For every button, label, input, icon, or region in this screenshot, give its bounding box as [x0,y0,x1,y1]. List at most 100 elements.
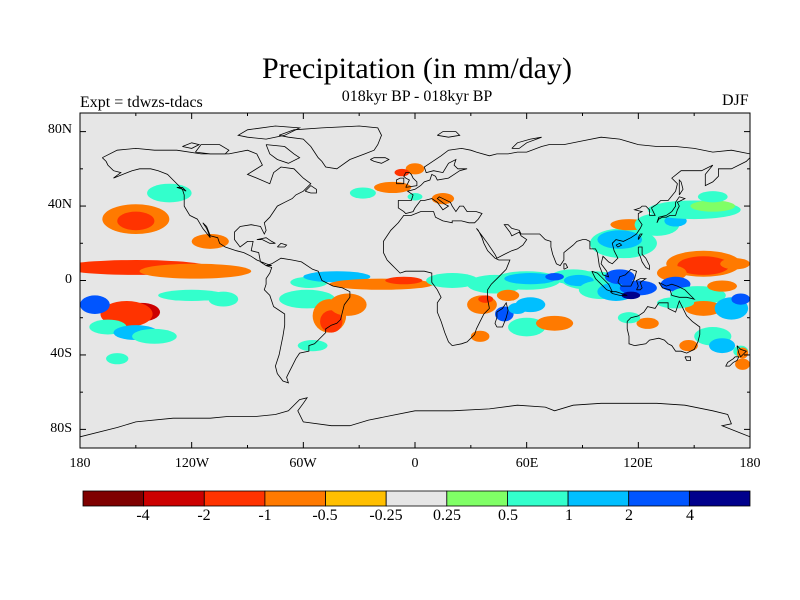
coastline-new-guinea [658,282,696,300]
coastline-japan [656,196,686,223]
lon-tick-label: 180 [739,456,761,471]
precip-anomaly-region [508,317,546,337]
colorbar-swatch [264,490,326,507]
colorbar-label: 0.5 [498,507,518,524]
colorbar-swatch [688,490,751,507]
coastline-sulawesi [636,278,648,291]
precip-anomaly-region [385,276,423,285]
precip-anomaly-region [117,211,155,231]
precip-anomaly-region [677,256,730,275]
precip-anomaly-region [208,291,239,307]
coastline-australia [626,299,701,354]
colorbar-swatch [82,490,145,507]
precip-anomaly-region [470,330,490,342]
colorbar-swatch [385,490,448,507]
colorbar-label: -0.25 [369,507,403,524]
coastline-ellesmere-island [237,125,302,140]
colorbar-label: 0.25 [433,507,461,524]
precip-anomaly-region [709,338,736,354]
coastline-tasmania [684,356,691,361]
coastline-north-america [102,147,312,266]
precip-anomaly-region [619,280,657,296]
precip-anomaly-region [504,273,557,285]
precip-anomaly-region [707,280,737,292]
colorbar-label: -1 [258,507,272,524]
coastline-philippines [637,246,650,270]
precip-anomaly-region [697,191,728,203]
precip-anomaly-region [736,347,749,359]
coastline-layer [80,125,750,438]
lat-tick-label: 80S [50,421,72,436]
lon-tick-label: 120E [623,456,653,471]
precip-anomaly-region [329,293,367,316]
coastline-hainan [615,242,623,248]
coastline-java [610,291,628,296]
lat-tick-label: 80N [47,122,72,137]
precip-anomaly-region [374,181,412,194]
coastline-south-america [263,257,351,384]
coastline-great-britain [403,172,418,188]
coastline-baffin-island [265,144,301,164]
precip-anomaly-region [679,340,698,352]
anomaly-fill-layer [80,163,750,370]
chart-title: Precipitation (in mm/day) [262,52,572,85]
coastline-vancouver-island [176,187,187,192]
precip-anomaly-region [106,353,129,365]
precip-anomaly-region [597,230,643,249]
colorbar-label: -2 [197,507,211,524]
precip-anomaly-region [720,258,750,270]
precip-anomaly-region [320,310,343,333]
axis-ticks [79,113,751,448]
chart-subtitle: 018kyr BP - 018kyr BP [341,88,493,105]
coastline-new-zealand-south [725,356,740,367]
precip-anomaly-region [735,358,750,370]
lon-tick-label: 120W [174,456,210,471]
coastline-novaya-zemlya [511,136,542,149]
lon-tick-label: 0 [411,456,419,471]
colorbar-swatch [507,490,569,507]
precip-anomaly-region [191,233,229,249]
coastline-taiwan [637,233,643,240]
precip-anomaly-region [426,273,479,288]
precip-anomaly-region [496,289,520,301]
precip-anomaly-region [515,297,546,313]
colorbar-swatch [325,490,387,507]
season-label: DJF [722,92,749,109]
precip-anomaly-region [731,293,750,305]
precip-anomaly-region [478,295,494,303]
colorbar-label: -0.5 [312,507,338,524]
precip-anomaly-region [407,193,423,201]
coastline-svalbard [437,131,461,138]
precip-anomaly-region [656,297,695,309]
colorbar-swatch [628,490,690,507]
precip-anomaly-region [535,315,574,331]
lon-tick-label: 60W [289,456,317,471]
precip-anomaly-region [147,183,192,203]
coastline-borneo [617,268,637,287]
colorbar-swatch [567,490,630,507]
coastline-afro-eurasia [383,136,750,347]
precip-anomaly-region [621,291,641,300]
coastline-newfoundland [304,185,317,194]
experiment-label: Expt = tdwzs-tdacs [80,94,203,111]
precip-anomaly-region [684,300,723,316]
precip-anomaly-region [139,263,252,279]
colorbar-swatch [203,490,266,507]
coastline-victoria-island [195,144,230,155]
precip-anomaly-region [80,295,110,315]
precip-anomaly-region [394,168,410,177]
coastline-sri-lanka [563,263,569,270]
precip-anomaly-region [132,328,177,344]
colorbar-label: 4 [686,507,694,524]
coastline-new-zealand-north [736,345,748,358]
coastline-sakhalin [678,178,684,196]
lon-tick-label: 60E [515,456,539,471]
coastline-banks-island [182,142,201,149]
precip-anomaly-region [297,340,328,352]
coastline-cuba [256,237,276,244]
precip-anomaly-region [545,273,564,281]
coastline-ireland [396,177,405,185]
colorbar-label: 2 [625,507,633,524]
coastline-madagascar [494,301,509,328]
